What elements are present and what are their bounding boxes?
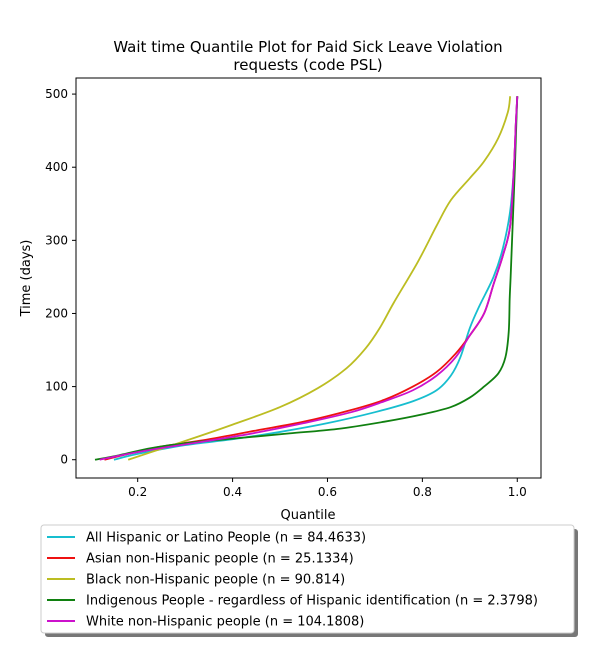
- chart-title-line-1: Wait time Quantile Plot for Paid Sick Le…: [113, 38, 502, 56]
- y-tick-label: 300: [45, 233, 68, 247]
- legend-label: White non-Hispanic people (n = 104.1808): [86, 615, 364, 630]
- y-tick-label: 200: [45, 306, 68, 320]
- legend-label: Black non-Hispanic people (n = 90.814): [86, 573, 345, 588]
- series-layer: [94, 96, 519, 461]
- legend-label: Indigenous People - regardless of Hispan…: [86, 594, 538, 609]
- chart-title-line-2: requests (code PSL): [233, 56, 382, 74]
- x-tick-label: 0.6: [318, 485, 337, 499]
- x-tick-label: 1.0: [508, 485, 527, 499]
- y-tick-label: 100: [45, 380, 68, 394]
- y-axis: 0 100 200 300 400 500: [45, 87, 76, 467]
- series-line-3: [94, 96, 519, 461]
- x-axis-label: Quantile: [281, 508, 336, 523]
- y-tick-label: 500: [45, 87, 68, 101]
- x-tick-label: 0.2: [128, 485, 147, 499]
- y-tick-label: 400: [45, 160, 68, 174]
- x-tick-label: 0.4: [223, 485, 242, 499]
- y-axis-label: Time (days): [19, 240, 34, 318]
- legend-entries: All Hispanic or Latino People (n = 84.46…: [47, 531, 538, 630]
- plot-frame: [75, 77, 542, 479]
- legend-label: Asian non-Hispanic people (n = 25.1334): [86, 552, 354, 567]
- legend: All Hispanic or Latino People (n = 84.46…: [40, 524, 578, 637]
- series-line-4: [99, 96, 519, 461]
- legend-label: All Hispanic or Latino People (n = 84.46…: [86, 531, 366, 546]
- x-tick-label: 0.8: [413, 485, 432, 499]
- series-line-2: [127, 96, 512, 461]
- plot-area: [75, 77, 542, 479]
- legend-box: [40, 524, 575, 634]
- x-axis: 0.2 0.4 0.6 0.8 1.0: [128, 478, 527, 499]
- y-tick-label: 0: [60, 453, 68, 467]
